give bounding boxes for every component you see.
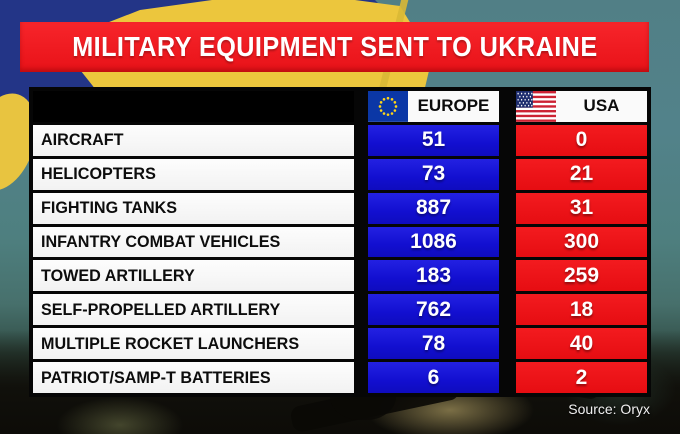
row-label: TOWED ARTILLERY [33,260,354,292]
europe-value-cell: 887 [368,192,499,224]
europe-value-cell: 73 [368,158,499,190]
usa-value-cell: 21 [516,158,647,190]
usa-value-cell: 2 [516,362,647,393]
row-label: PATRIOT/SAMP-T BATTERIES [33,362,354,393]
usa-value-cell: 300 [516,226,647,258]
row-label: AIRCRAFT [33,124,354,156]
row-label: HELICOPTERS [33,158,354,190]
header-usa-label: USA [583,96,620,116]
usa-value-cell: 0 [516,124,647,156]
europe-value-cell: 183 [368,260,499,292]
europe-value-cell: 1086 [368,226,499,258]
eu-flag-icon [368,91,408,122]
header-europe-cell: EUROPE [368,91,499,122]
usa-value-cell: 31 [516,192,647,224]
usa-value-cell: 40 [516,328,647,360]
europe-value-cell: 6 [368,362,499,393]
europe-value-cell: 51 [368,124,499,156]
row-label: MULTIPLE ROCKET LAUNCHERS [33,328,354,360]
usa-value-cell: 259 [516,260,647,292]
header-europe-label: EUROPE [417,96,490,116]
header-empty-cell [33,91,354,122]
row-label: FIGHTING TANKS [33,192,354,224]
header-usa-cell: USA [516,91,647,122]
europe-value-cell: 78 [368,328,499,360]
row-label: INFANTRY COMBAT VEHICLES [33,226,354,258]
title-banner: MILITARY EQUIPMENT SENT TO UKRAINE [20,22,649,72]
europe-value-cell: 762 [368,294,499,326]
page-title: MILITARY EQUIPMENT SENT TO UKRAINE [71,31,598,62]
row-label: SELF-PROPELLED ARTILLERY [33,294,354,326]
equipment-table: EUROPE USA [29,87,651,397]
us-flag-icon [516,91,556,122]
source-credit: Source: Oryx [568,401,650,417]
usa-value-cell: 18 [516,294,647,326]
